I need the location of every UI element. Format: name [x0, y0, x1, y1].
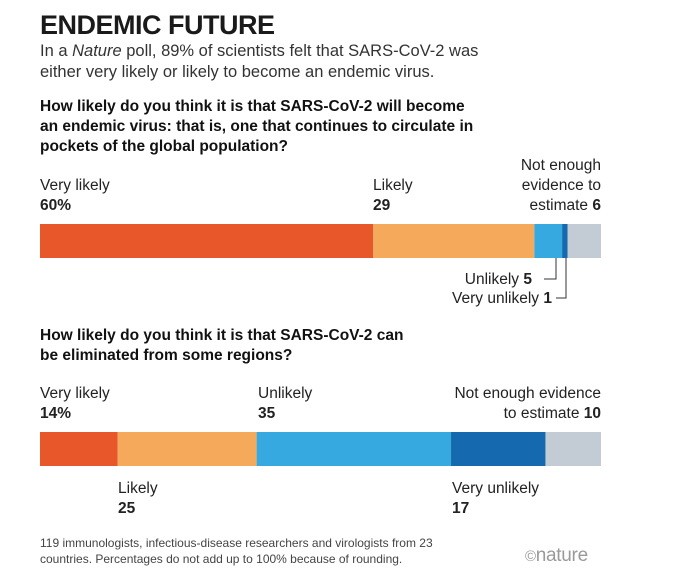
c1-very-unlikely-name: Very unlikely [452, 290, 540, 307]
c1-very-likely-value: 60% [40, 197, 72, 214]
subtitle-post: poll, 89% of scientists felt that SARS-C… [40, 42, 479, 81]
question-1: How likely do you think it is that SARS-… [40, 98, 474, 155]
c2-label-unlikely: Unlikely 35 [258, 384, 312, 424]
c2-label-not-enough: Not enough evidence to estimate 10 [420, 384, 601, 424]
c2-not-enough-line2: to estimate 10 [420, 404, 601, 424]
c1-not-enough-value: 6 [592, 197, 601, 214]
c1-not-enough-line3: estimate 6 [470, 196, 601, 216]
c1-segment-very-unlikely [562, 224, 568, 258]
c2-segment-very-unlikely [451, 432, 546, 466]
chart-subtitle: In a Nature poll, 89% of scientists felt… [40, 41, 510, 83]
c2-likely-name: Likely [118, 480, 158, 497]
c1-likely-name: Likely [373, 177, 413, 194]
c1-segment-very-likely [40, 224, 374, 258]
c1-unlikely-value: 5 [523, 271, 532, 288]
c2-not-enough-line1: Not enough evidence [454, 385, 601, 402]
c2-very-likely-name: Very likely [40, 385, 110, 402]
c2-not-enough-line2-text: to estimate [503, 405, 580, 422]
bar-endemic [40, 224, 601, 258]
c2-segment-very-likely [40, 432, 118, 466]
c2-very-likely-value: 14% [40, 405, 72, 422]
nature-wordmark: nature [535, 545, 588, 566]
c2-segment-not-enough [545, 432, 601, 466]
c1-not-enough-line3-text: estimate [529, 197, 589, 214]
c1-segment-not-enough [567, 224, 601, 258]
c1-likely-value: 29 [373, 197, 391, 214]
c2-label-likely: Likely 25 [118, 479, 158, 519]
c1-label-very-unlikely: Very unlikely 1 [400, 289, 552, 309]
c1-unlikely-leader [544, 258, 557, 280]
c2-segment-likely [117, 432, 257, 466]
c1-unlikely-name: Unlikely [464, 271, 520, 288]
copyright-symbol: © [525, 548, 536, 565]
c1-label-not-enough: Not enough evidence to estimate 6 [470, 156, 601, 216]
c2-not-enough-value: 10 [583, 405, 601, 422]
c1-very-likely-name: Very likely [40, 177, 110, 194]
footnote: 119 immunologists, infectious-disease re… [40, 536, 433, 566]
c2-segment-unlikely [256, 432, 452, 466]
c2-very-unlikely-name: Very unlikely [452, 480, 540, 497]
c1-very-unlikely-value: 1 [543, 290, 552, 307]
c1-label-unlikely: Unlikely 5 [400, 270, 532, 290]
bar-eliminated [40, 432, 601, 466]
c1-segment-likely [373, 224, 535, 258]
subtitle-nature: Nature [72, 42, 122, 60]
subtitle-pre: In a [40, 42, 73, 60]
c1-not-enough-line2: evidence to [521, 177, 601, 194]
c2-very-unlikely-value: 17 [452, 500, 470, 517]
c1-segment-unlikely [534, 224, 563, 258]
c1-label-likely: Likely 29 [373, 176, 413, 216]
c2-unlikely-value: 35 [258, 405, 276, 422]
c1-label-very-likely: Very likely 60% [40, 176, 110, 216]
c2-unlikely-name: Unlikely [258, 385, 313, 402]
c2-label-very-unlikely: Very unlikely 17 [452, 479, 539, 519]
c1-very-unlikely-leader [556, 258, 567, 299]
chart-title: ENDEMIC FUTURE [40, 10, 275, 40]
c2-likely-value: 25 [118, 500, 136, 517]
c1-not-enough-line1: Not enough [520, 157, 601, 174]
c2-label-very-likely: Very likely 14% [40, 384, 110, 424]
nature-logo: ©nature [525, 545, 588, 567]
question-2: How likely do you think it is that SARS-… [40, 327, 404, 364]
